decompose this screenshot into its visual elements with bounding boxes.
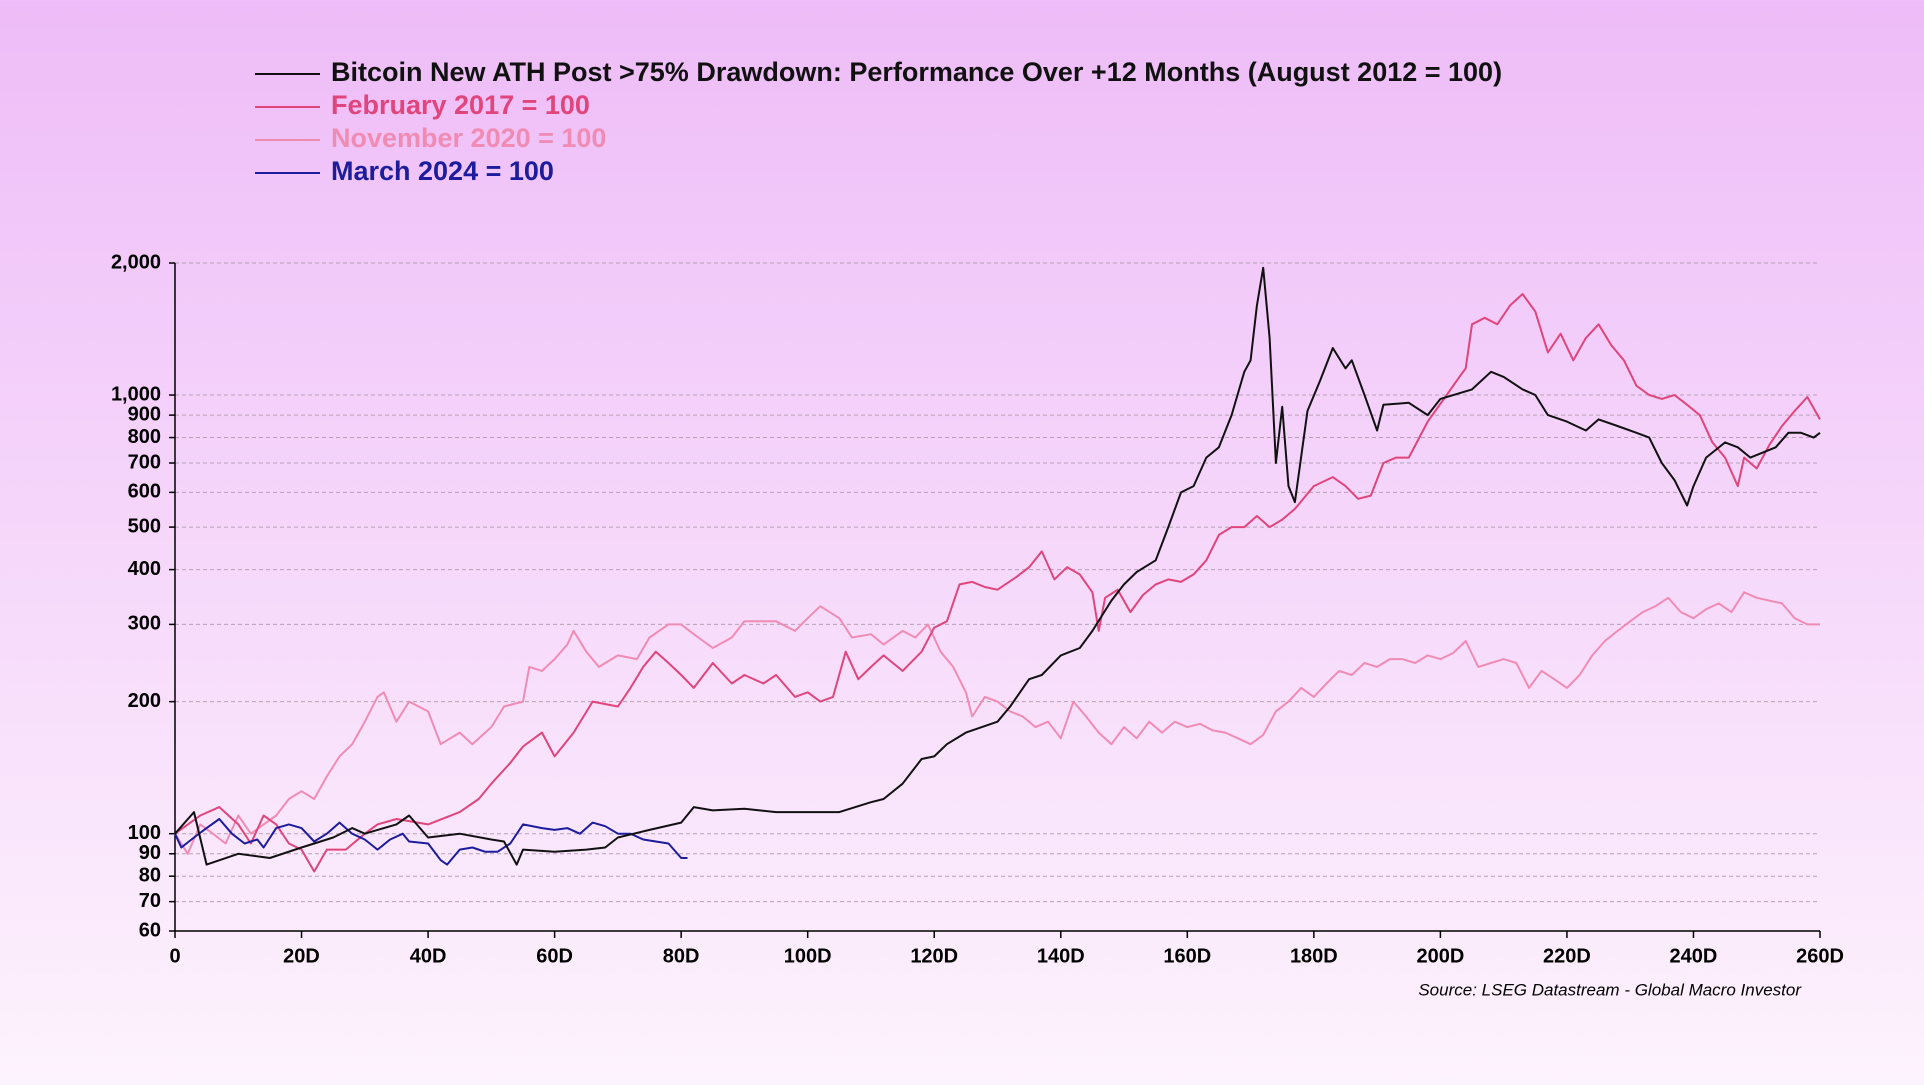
y-tick-label: 300 <box>128 613 161 635</box>
x-tick-label: 80D <box>663 945 700 967</box>
y-tick-label: 100 <box>128 822 161 844</box>
legend-label: Bitcoin New ATH Post >75% Drawdown: Perf… <box>331 57 1502 87</box>
y-tick-label: 1,000 <box>111 383 161 405</box>
y-tick-label: 80 <box>139 864 161 886</box>
y-tick-label: 60 <box>139 919 161 941</box>
x-tick-label: 60D <box>536 945 573 967</box>
y-tick-label: 900 <box>128 403 161 425</box>
x-tick-label: 220D <box>1543 945 1591 967</box>
source-note: Source: LSEG Datastream - Global Macro I… <box>1418 980 1802 999</box>
legend-label: February 2017 = 100 <box>331 90 590 120</box>
y-tick-label: 800 <box>128 426 161 448</box>
y-tick-label: 500 <box>128 515 161 537</box>
y-tick-label: 700 <box>128 451 161 473</box>
series-line <box>174 293 1821 873</box>
y-tick-label: 2,000 <box>111 251 161 273</box>
x-tick-label: 120D <box>910 945 958 967</box>
x-tick-label: 180D <box>1290 945 1338 967</box>
x-tick-label: 100D <box>784 945 832 967</box>
y-tick-label: 70 <box>139 890 161 912</box>
x-tick-label: 0 <box>169 945 180 967</box>
series-line <box>174 591 1820 855</box>
y-tick-label: 90 <box>139 842 161 864</box>
y-tick-label: 400 <box>128 558 161 580</box>
x-tick-label: 240D <box>1670 945 1718 967</box>
legend-label: March 2024 = 100 <box>331 156 554 186</box>
x-tick-label: 160D <box>1163 945 1211 967</box>
x-tick-label: 260D <box>1796 945 1844 967</box>
x-tick-label: 140D <box>1037 945 1085 967</box>
series-line <box>174 818 688 866</box>
x-tick-label: 40D <box>410 945 447 967</box>
x-tick-label: 20D <box>283 945 320 967</box>
y-tick-label: 200 <box>128 690 161 712</box>
series-line <box>174 266 1821 866</box>
legend-label: November 2020 = 100 <box>331 123 606 153</box>
y-tick-label: 600 <box>128 481 161 503</box>
x-tick-label: 200D <box>1416 945 1464 967</box>
